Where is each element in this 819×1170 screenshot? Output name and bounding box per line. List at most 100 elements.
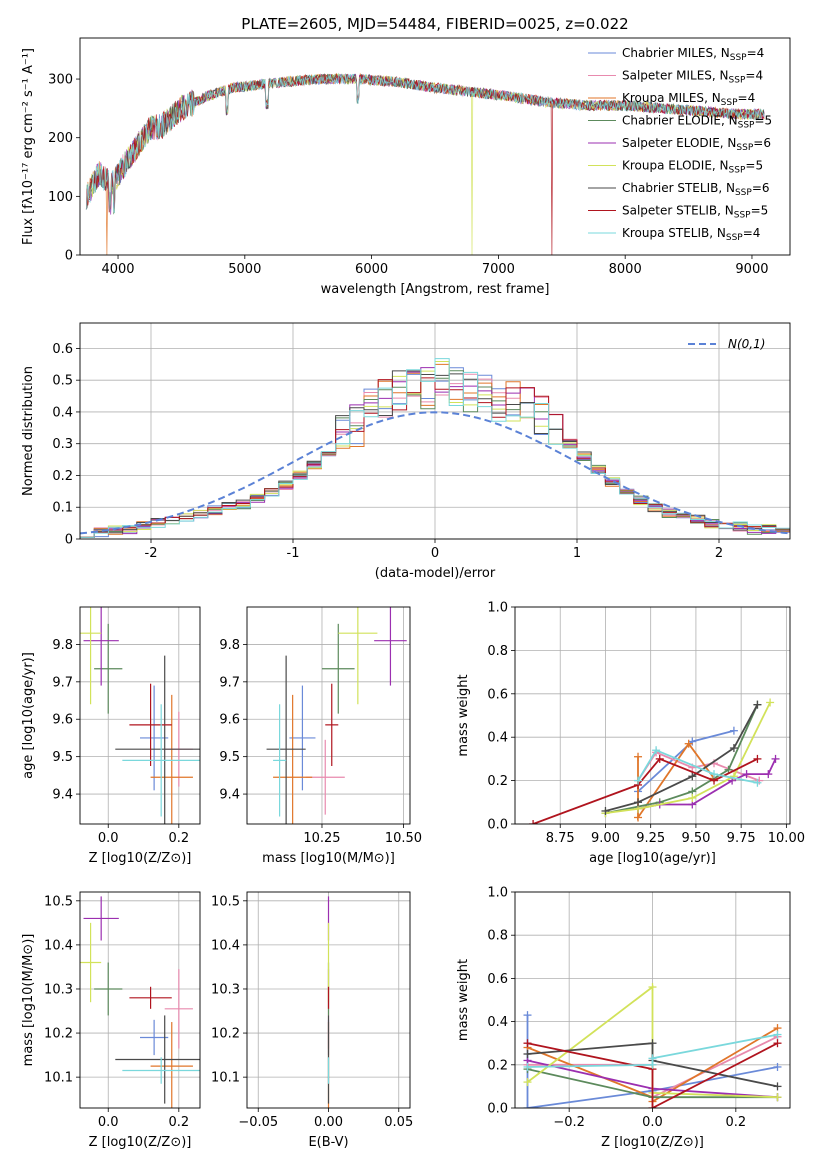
- legend-label: Salpeter STELIB, NSSP=5: [622, 204, 768, 221]
- y-tick-label: 0.2: [52, 469, 73, 484]
- legend-nssp-value: 6: [763, 136, 771, 150]
- x-axis-label: Z [log10(Z/Z⊙)]: [89, 1135, 192, 1150]
- series-marker: [648, 983, 657, 992]
- data-point: [150, 1022, 193, 1108]
- series-marker: [688, 772, 697, 781]
- data-point: [273, 704, 287, 817]
- series-marker: [684, 739, 693, 748]
- x-tick-label: -1: [287, 546, 300, 561]
- legend-model-name: Kroupa ELODIE: [622, 159, 712, 173]
- legend-nssp-value: 4: [755, 69, 763, 83]
- legend-nssp-value: 4: [748, 91, 756, 105]
- x-axis-label: wavelength [Angstrom, rest frame]: [321, 282, 550, 297]
- data-point: [83, 896, 119, 941]
- x-tick-label: 4000: [101, 262, 134, 277]
- legend-nssp-prefix: , N: [713, 46, 730, 60]
- legend-nssp-prefix: , N: [709, 226, 726, 240]
- legend-model-name: Salpeter MILES: [622, 69, 712, 83]
- data-point: [374, 607, 407, 686]
- legend-nssp-sub: SSP: [729, 76, 746, 86]
- spectrum-line: [85, 72, 765, 214]
- legend-model-name: Chabrier STELIB: [622, 181, 718, 195]
- data-point: [115, 1015, 200, 1104]
- chart-mass-vs-z: 0.0 0.2 10.1 10.2 10.3 10.4 10.5 Z [log10(Z/Z⊙)…: [21, 891, 201, 1150]
- legend-label: Chabrier STELIB, NSSP=6: [622, 181, 770, 198]
- plot-area: [80, 607, 200, 824]
- data-point: [80, 922, 102, 1003]
- legend-nssp-value: 4: [757, 46, 765, 60]
- y-tick-label: 0: [65, 533, 73, 548]
- legend-nssp-value: 5: [761, 204, 769, 218]
- legend-nssp-prefix: , N: [721, 114, 738, 128]
- y-tick-label: 9.7: [52, 675, 73, 690]
- y-tick-label: 9.8: [219, 638, 240, 653]
- legend-nssp-sub: SSP: [738, 121, 755, 131]
- data-point: [164, 969, 193, 1049]
- y-tick-label: 0.6: [52, 342, 73, 357]
- series-line: [637, 749, 758, 784]
- y-tick-label: 10.1: [211, 1071, 240, 1086]
- legend-nssp-eq: =: [752, 181, 762, 195]
- series-marker: [634, 752, 643, 761]
- legend-nssp-sub: SSP: [721, 98, 738, 108]
- x-tick-label: 0.00: [314, 1115, 343, 1130]
- y-axis-label: Flux [fλ10⁻¹⁷ erg cm⁻² s⁻¹ A⁻¹]: [21, 48, 36, 245]
- x-axis-label: E(B-V): [308, 1135, 348, 1150]
- legend-nssp-eq: =: [751, 204, 761, 218]
- series-marker: [773, 1062, 782, 1071]
- data-point: [129, 683, 172, 767]
- legend-nssp-sub: SSP: [729, 166, 746, 176]
- data-point: [289, 685, 316, 791]
- legend-label: Salpeter MILES, NSSP=4: [622, 69, 763, 86]
- x-tick-label: 8.75: [546, 831, 575, 846]
- axes-frame: [79, 891, 201, 1109]
- legend-nssp-sub: SSP: [736, 143, 753, 153]
- x-tick-label: 0.0: [642, 1115, 663, 1130]
- data-point: [321, 623, 355, 714]
- y-tick-label: 9.4: [219, 788, 240, 803]
- chart-weight-vs-age: 8.75 9.00 9.25 9.50 9.75 10.00 0.0 0.2 0.4 0.6 0.8…: [456, 601, 805, 867]
- plot-area: [529, 698, 780, 824]
- legend-nssp-value: 5: [755, 159, 763, 173]
- y-tick-label: 0.8: [487, 929, 508, 944]
- data-point: [129, 986, 172, 1009]
- series-marker: [753, 754, 762, 763]
- series-marker: [634, 776, 643, 785]
- y-tick-label: 9.5: [52, 750, 73, 765]
- y-axis-label: mass [log10(M/M⊙)]: [21, 934, 36, 1067]
- x-tick-label: 1: [573, 546, 581, 561]
- legend-nssp-eq: =: [745, 159, 755, 173]
- x-tick-label: 0.05: [384, 1115, 413, 1130]
- series-marker: [742, 770, 751, 779]
- legend-nssp-value: 5: [765, 114, 773, 128]
- series-marker: [753, 700, 762, 709]
- x-tick-label: −0.05: [238, 1115, 278, 1130]
- y-tick-label: 10.3: [211, 982, 240, 997]
- series-marker: [729, 726, 738, 735]
- series-marker: [648, 1104, 657, 1108]
- legend-nssp-eq: =: [743, 226, 753, 240]
- axes-frame: [514, 606, 791, 825]
- series-line: [527, 1042, 778, 1108]
- legend-model-name: Salpeter STELIB: [622, 204, 717, 218]
- data-point: [94, 962, 123, 1016]
- legend-nssp-prefix: , N: [720, 136, 737, 150]
- legend-nssp-sub: SSP: [735, 188, 752, 198]
- data-point: [338, 607, 378, 705]
- legend-nssp-prefix: , N: [717, 204, 734, 218]
- legend-nssp-eq: =: [747, 46, 757, 60]
- x-axis-label: Z [log10(Z/Z⊙)]: [601, 1135, 704, 1150]
- y-tick-label: 1.0: [487, 886, 508, 901]
- y-tick-label: 1.0: [487, 601, 508, 616]
- legend-nssp-prefix: , N: [718, 181, 735, 195]
- series-line: [527, 1042, 778, 1088]
- x-tick-label: 0.2: [168, 831, 189, 846]
- legend-label: N(0,1): [728, 337, 765, 351]
- data-point: [266, 655, 306, 824]
- chart-age-vs-mass: 10.25 10.50 9.4 9.5 9.6 9.7 9.8 mass [log10(M/M…: [219, 606, 422, 866]
- y-tick-label: 10.3: [44, 982, 73, 997]
- axes-frame: [514, 891, 791, 1109]
- legend-label: Kroupa MILES, NSSP=4: [622, 91, 755, 108]
- y-axis-label: age [log10(age/yr)]: [21, 652, 36, 779]
